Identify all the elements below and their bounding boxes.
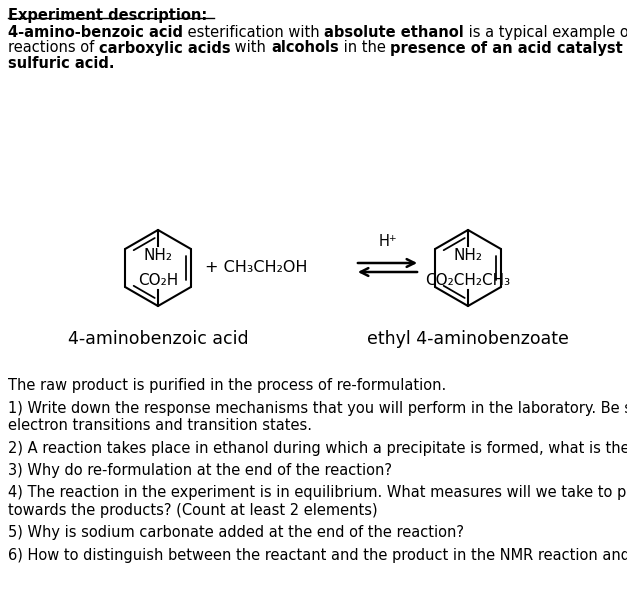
- Text: is a typical example of the esterification: is a typical example of the esterificati…: [464, 25, 627, 40]
- Text: alcohols: alcohols: [271, 41, 339, 56]
- Text: 3) Why do re-formulation at the end of the reaction?: 3) Why do re-formulation at the end of t…: [8, 463, 392, 478]
- Text: sulfuric acid.: sulfuric acid.: [8, 56, 115, 71]
- Text: reactions of: reactions of: [8, 41, 99, 56]
- Text: NH₂: NH₂: [144, 248, 172, 263]
- Text: 1) Write down the response mechanisms that you will perform in the laboratory. B: 1) Write down the response mechanisms th…: [8, 401, 627, 416]
- Text: 2) A reaction takes place in ethanol during which a precipitate is formed, what : 2) A reaction takes place in ethanol dur…: [8, 440, 627, 456]
- Text: towards the products? (Count at least 2 elements): towards the products? (Count at least 2 …: [8, 503, 377, 518]
- Text: in the: in the: [339, 41, 390, 56]
- Text: The raw product is purified in the process of re-formulation.: The raw product is purified in the proce…: [8, 378, 446, 393]
- Text: 5) Why is sodium carbonate added at the end of the reaction?: 5) Why is sodium carbonate added at the …: [8, 526, 464, 540]
- Text: 4) The reaction in the experiment is in equilibrium. What measures will we take : 4) The reaction in the experiment is in …: [8, 485, 627, 500]
- Text: presence of an acid catalyst: presence of an acid catalyst: [390, 41, 623, 56]
- Text: 4-aminobenzoic acid: 4-aminobenzoic acid: [68, 330, 248, 348]
- Text: CO₂CH₂CH₃: CO₂CH₂CH₃: [426, 273, 510, 288]
- Text: CO₂H: CO₂H: [138, 273, 178, 288]
- Text: absolute ethanol: absolute ethanol: [324, 25, 464, 40]
- Text: carboxylic acids: carboxylic acids: [99, 41, 231, 56]
- Text: esterification with: esterification with: [183, 25, 324, 40]
- Text: NH₂: NH₂: [453, 248, 483, 263]
- Text: such as concentrated: such as concentrated: [623, 41, 627, 56]
- Text: + CH₃CH₂OH: + CH₃CH₂OH: [205, 261, 307, 275]
- Text: ethyl 4-aminobenzoate: ethyl 4-aminobenzoate: [367, 330, 569, 348]
- Text: H⁺: H⁺: [378, 234, 397, 249]
- Text: Experiment description:: Experiment description:: [8, 8, 208, 23]
- Text: 6) How to distinguish between the reactant and the product in the NMR reaction a: 6) How to distinguish between the reacta…: [8, 548, 627, 563]
- Text: electron transitions and transition states.: electron transitions and transition stat…: [8, 418, 312, 433]
- Text: 4-amino-benzoic acid: 4-amino-benzoic acid: [8, 25, 183, 40]
- Text: with: with: [231, 41, 271, 56]
